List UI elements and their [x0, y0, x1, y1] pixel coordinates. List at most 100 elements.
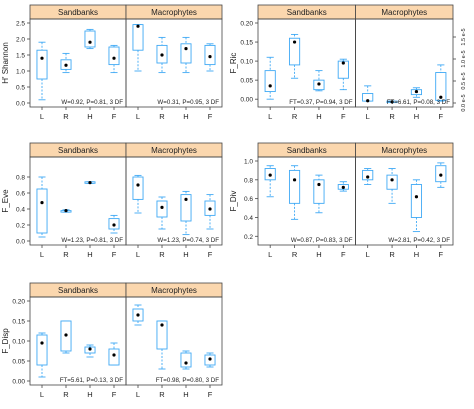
x-tick-label: H [183, 390, 188, 399]
x-tick-label: R [63, 390, 69, 399]
stat-annotation: W=0.31, P=0.95, 3 DF [157, 99, 219, 106]
box-L [36, 332, 48, 378]
stat-annotation: W=1.23, P=0.74, 3 DF [157, 237, 219, 244]
facet-strip-label: Sandbanks [287, 146, 327, 155]
box-H [410, 179, 423, 233]
y-tick-label: 0.8 [244, 177, 253, 184]
facet-frame [355, 18, 454, 108]
median-point [160, 323, 164, 327]
x-tick-label: R [292, 112, 298, 121]
box-R [156, 320, 168, 370]
x-tick-label: L [268, 250, 272, 259]
median-point [136, 183, 140, 187]
box-R [60, 320, 72, 354]
box-F [337, 181, 349, 192]
box-R [60, 209, 72, 213]
y-tick-label: 0.2 [244, 234, 253, 241]
x-tick-label: H [414, 112, 419, 121]
median-point [292, 178, 297, 182]
x-tick-label: H [183, 112, 188, 121]
median-point [317, 82, 321, 86]
x-tick-label: L [40, 250, 44, 259]
x-tick-label: R [389, 250, 395, 259]
chart-panel-1: 0.0 0.5 1.0 1.5 2.0 2.5 H' Shannon Sandbanks L R H… [1, 4, 223, 121]
y-tick-label: 0.20 [12, 299, 25, 306]
y-right-tick-label: 0.0 e-5 [461, 94, 467, 111]
stat-annotation: W=0.92, P=0.81, 3 DF [61, 99, 123, 106]
facet-strip-label: Macrophytes [381, 8, 427, 17]
box-body [132, 24, 144, 51]
y-tick-label: 0.15 [12, 319, 25, 326]
median-point [390, 178, 394, 182]
median-point [160, 53, 164, 57]
box-body [264, 70, 276, 93]
facet-sandbanks: Sandbanks L R H F W=0.92, P=0.81, 3 DF [29, 4, 127, 121]
box-body [108, 46, 120, 66]
box-H [84, 344, 96, 358]
x-tick-label: F [341, 112, 346, 121]
box-body [313, 179, 325, 204]
box-L [362, 85, 374, 103]
x-tick-label: R [159, 250, 165, 259]
facet-strip-label: Sandbanks [287, 8, 327, 17]
x-tick-label: L [40, 390, 44, 399]
chart-panel-3: 0.0 0.2 0.4 0.6 0.8 F_Eve Sandbanks L R H F W=1.23,… [1, 142, 223, 259]
x-tick-label: R [63, 112, 69, 121]
facet-strip-label: Sandbanks [58, 146, 98, 155]
facet-sandbanks: Sandbanks L R H F FT=5.61, P=0.13, 3 DF [29, 282, 127, 399]
facet-sandbanks: Sandbanks L R H F W=1.23, P=0.81, 3 DF [29, 142, 127, 259]
stat-annotation: W=0.87, P=0.83, 3 DF [291, 237, 353, 244]
facet-strip-label: Sandbanks [58, 286, 98, 295]
median-point [40, 341, 44, 345]
y-right-tick-label: 1.0 e-5 [461, 50, 467, 67]
median-point [40, 201, 44, 205]
facet-frame [125, 156, 223, 246]
box-H [313, 70, 325, 92]
y-axis-label: F_Eve [1, 189, 10, 213]
box-R [156, 196, 168, 230]
box-H [180, 190, 192, 236]
y-axis-label: F_Disp [1, 328, 10, 354]
box-H [313, 174, 325, 214]
median-point [40, 56, 44, 60]
median-point [317, 182, 321, 187]
x-tick-label: H [316, 112, 321, 121]
y-axis-label: H' Shannon [1, 42, 10, 84]
x-tick-label: F [112, 250, 117, 259]
box-R [60, 52, 72, 74]
box-body [180, 352, 192, 368]
median-point [184, 197, 188, 201]
median-point [88, 181, 92, 185]
box-L [132, 24, 144, 72]
box-body [288, 37, 301, 66]
median-point [414, 195, 419, 199]
box-L [132, 304, 144, 326]
facet-strip-label: Sandbanks [58, 8, 98, 17]
x-tick-label: F [208, 250, 213, 259]
median-point [136, 313, 140, 317]
box-body [337, 60, 349, 79]
x-tick-label: R [159, 112, 165, 121]
x-tick-label: L [366, 250, 370, 259]
box-F [337, 58, 349, 91]
median-point [208, 55, 212, 59]
box-body [84, 30, 96, 48]
facet-frame [125, 18, 223, 108]
y-tick-label: 0.4 [244, 215, 253, 222]
y-tick-label: 2.5 [16, 21, 25, 28]
x-tick-label: H [316, 250, 321, 259]
x-tick-label: R [292, 250, 298, 259]
median-point [64, 333, 68, 337]
box-body [36, 49, 48, 80]
y-axis-label: F_Div [229, 191, 238, 212]
y-tick-label: 0.0 [16, 101, 25, 108]
x-tick-label: F [439, 112, 444, 121]
y-tick-label: 0.4 [16, 207, 25, 214]
facet-macrophytes: Macrophytes L R H F W=0.31, P=0.95, 3 DF [125, 4, 223, 121]
facet-macrophytes: Macrophytes L R H F FT=6.61, P=0.08, 3 DF [355, 4, 454, 121]
x-tick-label: L [268, 112, 272, 121]
box-body [288, 169, 301, 204]
y-tick-label: 1.5 [16, 53, 25, 60]
facet-sandbanks: Sandbanks L R H F W=0.87, P=0.83, 3 DF [257, 142, 356, 259]
